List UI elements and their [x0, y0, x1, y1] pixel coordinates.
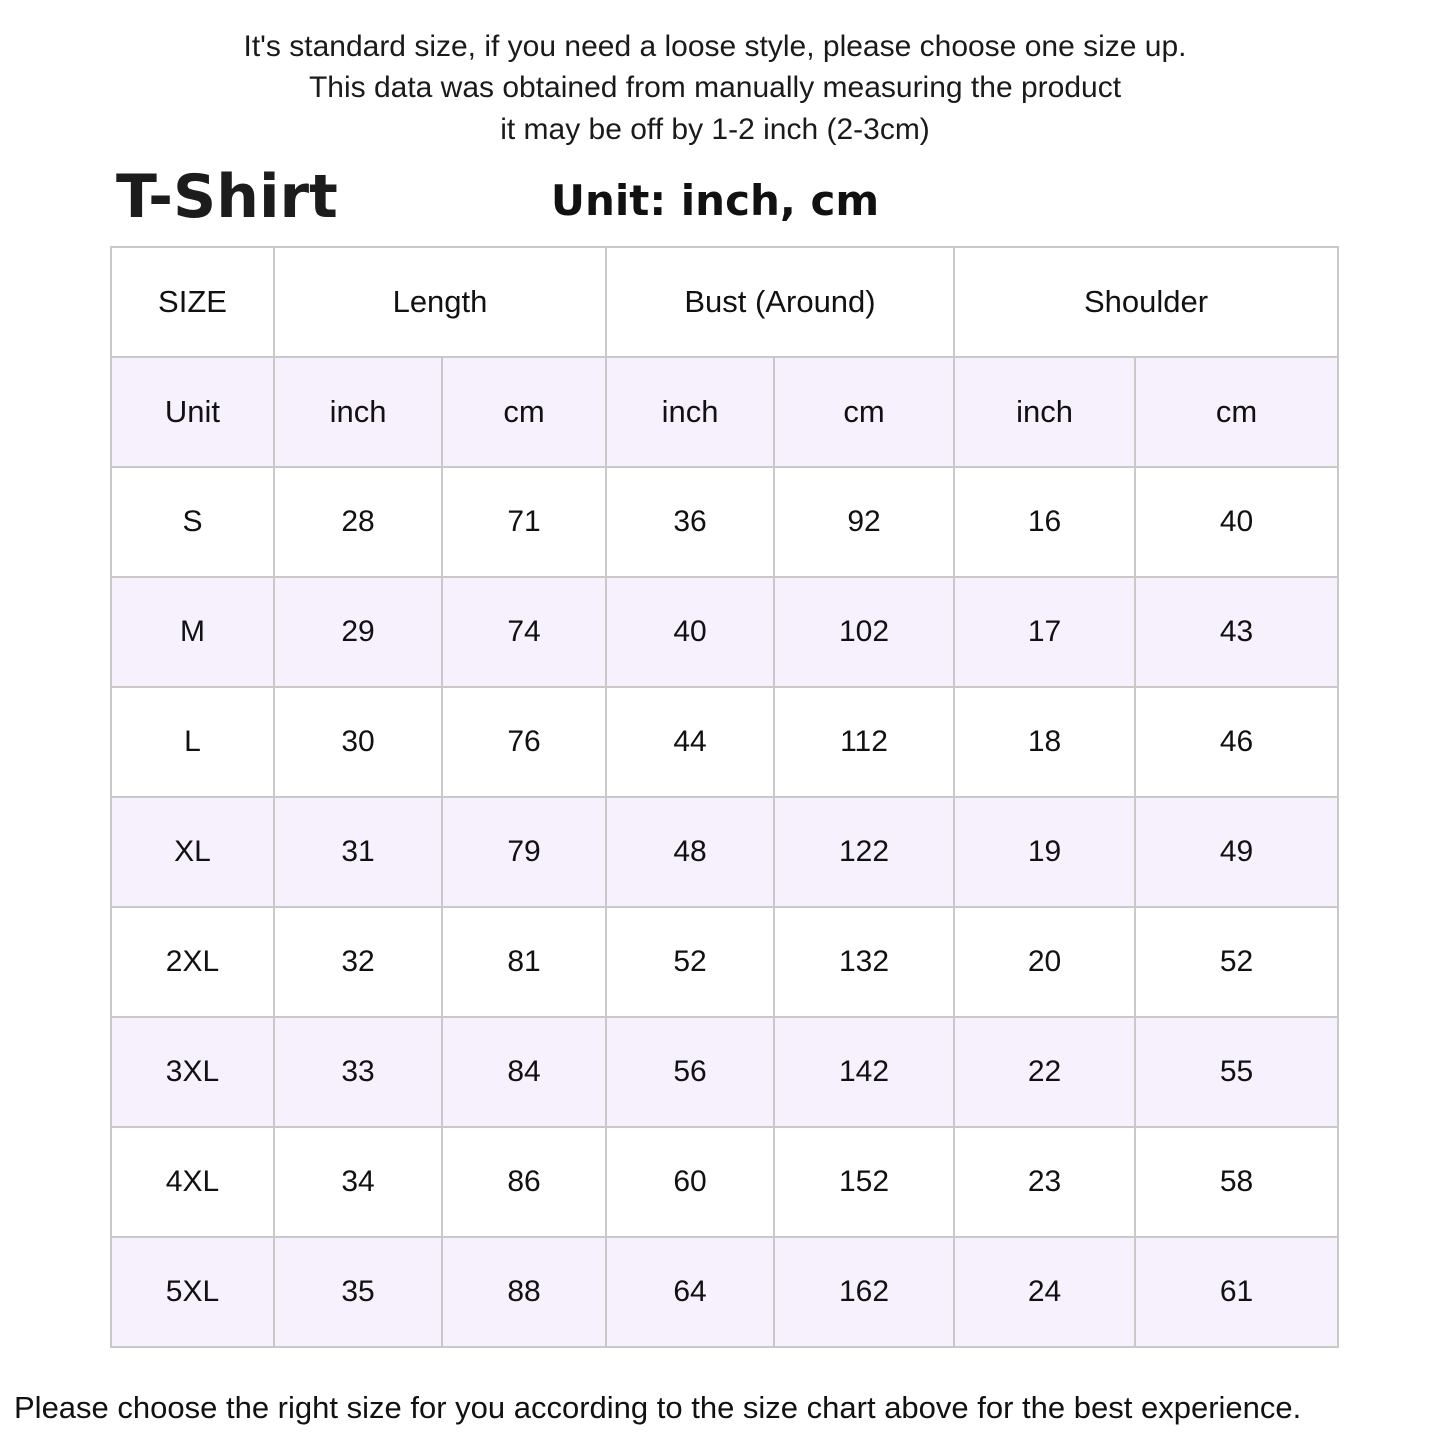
size-chart-table: SIZE Length Bust (Around) Shoulder Unit …	[110, 246, 1339, 1348]
measurement-cell: 52	[1134, 906, 1339, 1018]
measurement-cell: 88	[441, 1236, 607, 1348]
unit-label: Unit: inch, cm	[550, 176, 880, 225]
bust-header: Bust (Around)	[605, 246, 955, 358]
measurement-cell: 60	[605, 1126, 775, 1238]
table-row: 4XL 34 86 60 152 23 58	[110, 1126, 1339, 1238]
measurement-cell: 44	[605, 686, 775, 798]
measurement-cell: 102	[773, 576, 955, 688]
measurement-cell: 40	[605, 576, 775, 688]
measurement-cell: 22	[953, 1016, 1136, 1128]
footer-note: Please choose the right size for you acc…	[14, 1390, 1302, 1425]
measurement-cell: 33	[273, 1016, 443, 1128]
unit-cell: cm	[1134, 356, 1339, 468]
unit-cell: inch	[605, 356, 775, 468]
sizing-note-1: It's standard size, if you need a loose …	[243, 30, 1187, 63]
measurement-cell: 46	[1134, 686, 1339, 798]
measurement-cell: 24	[953, 1236, 1136, 1348]
measurement-cell: 132	[773, 906, 955, 1018]
measurement-cell: 34	[273, 1126, 443, 1238]
table-row: S 28 71 36 92 16 40	[110, 466, 1339, 578]
measurement-cell: 31	[273, 796, 443, 908]
measurement-cell: 112	[773, 686, 955, 798]
measurement-cell: 43	[1134, 576, 1339, 688]
table-row: 2XL 32 81 52 132 20 52	[110, 906, 1339, 1018]
table-row: XL 31 79 48 122 19 49	[110, 796, 1339, 908]
measurement-cell: 142	[773, 1016, 955, 1128]
unit-header: Unit	[110, 356, 275, 468]
measurement-cell: 36	[605, 466, 775, 578]
measurement-cell: 76	[441, 686, 607, 798]
measurement-cell: 18	[953, 686, 1136, 798]
measurement-cell: 52	[605, 906, 775, 1018]
size-cell: XL	[110, 796, 275, 908]
header-row: SIZE Length Bust (Around) Shoulder	[110, 246, 1339, 358]
unit-cell: inch	[273, 356, 443, 468]
table-row: M 29 74 40 102 17 43	[110, 576, 1339, 688]
measurement-cell: 20	[953, 906, 1136, 1018]
table-row: 5XL 35 88 64 162 24 61	[110, 1236, 1339, 1348]
measurement-cell: 92	[773, 466, 955, 578]
table-row: L 30 76 44 112 18 46	[110, 686, 1339, 798]
size-cell: 2XL	[110, 906, 275, 1018]
measurement-cell: 162	[773, 1236, 955, 1348]
measurement-cell: 152	[773, 1126, 955, 1238]
measurement-cell: 35	[273, 1236, 443, 1348]
measurement-cell: 84	[441, 1016, 607, 1128]
measurement-cell: 30	[273, 686, 443, 798]
shoulder-header: Shoulder	[953, 246, 1339, 358]
size-cell: M	[110, 576, 275, 688]
size-cell: 5XL	[110, 1236, 275, 1348]
measurement-cell: 122	[773, 796, 955, 908]
size-cell: 3XL	[110, 1016, 275, 1128]
measurement-cell: 40	[1134, 466, 1339, 578]
measurement-cell: 28	[273, 466, 443, 578]
measurement-cell: 81	[441, 906, 607, 1018]
table-row: 3XL 33 84 56 142 22 55	[110, 1016, 1339, 1128]
measurement-cell: 49	[1134, 796, 1339, 908]
unit-cell: inch	[953, 356, 1136, 468]
size-cell: S	[110, 466, 275, 578]
size-cell: L	[110, 686, 275, 798]
measurement-cell: 61	[1134, 1236, 1339, 1348]
measurement-cell: 86	[441, 1126, 607, 1238]
measurement-cell: 32	[273, 906, 443, 1018]
sizing-note-3: it may be off by 1-2 inch (2-3cm)	[500, 113, 930, 146]
measurement-cell: 74	[441, 576, 607, 688]
measurement-cell: 56	[605, 1016, 775, 1128]
measurement-cell: 48	[605, 796, 775, 908]
measurement-cell: 58	[1134, 1126, 1339, 1238]
measurement-cell: 55	[1134, 1016, 1339, 1128]
measurement-cell: 71	[441, 466, 607, 578]
measurement-cell: 64	[605, 1236, 775, 1348]
measurement-cell: 79	[441, 796, 607, 908]
product-title: T-Shirt	[116, 162, 338, 232]
measurement-cell: 19	[953, 796, 1136, 908]
unit-cell: cm	[773, 356, 955, 468]
measurement-cell: 23	[953, 1126, 1136, 1238]
size-header: SIZE	[110, 246, 275, 358]
size-cell: 4XL	[110, 1126, 275, 1238]
length-header: Length	[273, 246, 607, 358]
unit-cell: cm	[441, 356, 607, 468]
measurement-cell: 29	[273, 576, 443, 688]
measurement-cell: 17	[953, 576, 1136, 688]
unit-row: Unit inch cm inch cm inch cm	[110, 356, 1339, 468]
measurement-cell: 16	[953, 466, 1136, 578]
sizing-note-2: This data was obtained from manually mea…	[308, 71, 1122, 104]
